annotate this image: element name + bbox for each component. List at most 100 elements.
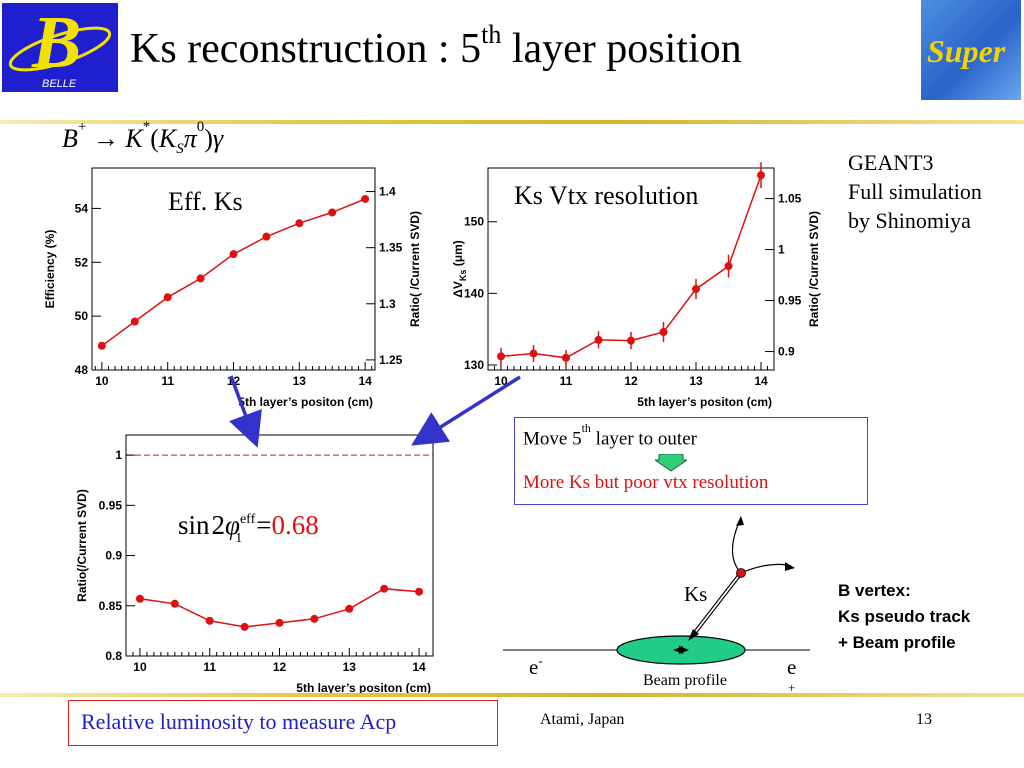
- e-plus-letter: e: [787, 655, 796, 679]
- annot-phi-sup: eff: [240, 512, 256, 527]
- data-point: [594, 335, 603, 344]
- data-point: [163, 293, 172, 302]
- x-axis-label: 5th layer’s positon (cm): [637, 395, 772, 409]
- x-tick-label: 11: [161, 374, 174, 388]
- data-point: [345, 604, 354, 613]
- x-axis-label: 5th layer’s positon (cm): [238, 395, 373, 409]
- y-tick-label: 48: [75, 363, 89, 377]
- super-logo-graphic: Super: [927, 33, 1006, 69]
- x-tick-label: 10: [133, 660, 147, 674]
- footer-location: Atami, Japan: [540, 711, 625, 728]
- right-tick-label: 1.35: [379, 241, 403, 255]
- arrow-eff-to-ratio: [229, 375, 262, 448]
- formula-arrow: →: [86, 124, 126, 153]
- daughter-arrow-2: [785, 562, 795, 571]
- formula-gamma: γ: [212, 124, 224, 153]
- annot-sin: sin: [178, 510, 210, 540]
- arrow-vtx-to-ratio: [411, 375, 521, 446]
- y-axis-label: Ratio(/Current SVD): [75, 489, 89, 602]
- slide-number: 13: [916, 711, 932, 728]
- e-minus-letter: e: [529, 655, 538, 679]
- formula-pi: π: [183, 124, 197, 153]
- formula-ks: K: [158, 124, 177, 153]
- y-axis-label: Efficiency (%): [43, 230, 57, 309]
- data-point: [415, 587, 424, 596]
- data-point: [130, 317, 139, 326]
- y-tick-label: 0.8: [105, 649, 122, 663]
- daughter-arrow-1: [736, 516, 744, 526]
- x-tick-label: 13: [689, 374, 703, 388]
- data-point: [229, 250, 238, 259]
- y-tick-label: 0.95: [99, 498, 123, 512]
- e-minus-label: e-: [529, 653, 543, 679]
- y-axis-label-main: ΔV: [451, 281, 465, 298]
- x-tick-label: 11: [203, 660, 216, 674]
- data-point: [328, 208, 337, 217]
- x-tick-label: 14: [754, 374, 768, 388]
- formula-b: B: [62, 124, 78, 153]
- x-tick-label: 12: [624, 374, 638, 388]
- data-point: [724, 262, 733, 271]
- beam-profile-diagram: Kse-e+Beam profile: [503, 516, 810, 695]
- e-plus-sign: +: [788, 680, 795, 695]
- x-tick-label: 11: [560, 374, 573, 388]
- y-tick-label: 52: [75, 255, 89, 269]
- y-axis-label-unit: (μm): [451, 240, 465, 269]
- data-point: [240, 622, 249, 631]
- data-point: [529, 349, 538, 358]
- e-plus-label: e: [787, 655, 796, 679]
- move-text-sup: th: [581, 421, 591, 435]
- x-tick-label: 10: [494, 374, 508, 388]
- x-tick-label: 14: [412, 660, 426, 674]
- data-point: [692, 285, 700, 294]
- vtx-resolution-chart: 10 11 12 13 14 130 140 150 0.9 0.95 1 1.05 Ratio( /C…: [451, 162, 821, 409]
- luminosity-note-box: Relative luminosity to measure Acp: [68, 700, 498, 746]
- formula-open: (: [150, 124, 159, 153]
- data-point: [380, 584, 389, 593]
- data-point: [310, 614, 319, 623]
- b-vertex-note: B vertex: Ks pseudo track + Beam profile: [838, 578, 970, 656]
- simulation-line-2: Full simulation: [848, 179, 982, 204]
- x-tick-label: 13: [293, 374, 307, 388]
- data-point: [275, 618, 284, 627]
- slide-title: Ks reconstruction : 5th layer position: [130, 20, 742, 73]
- title-main: Ks reconstruction : 5: [130, 26, 482, 72]
- title-rest: layer position: [501, 26, 742, 72]
- b-vertex-line-2: Ks pseudo track: [838, 607, 971, 626]
- move-layer-box: Move 5th layer to outer More Ks but poor…: [514, 417, 868, 505]
- x-axis-label: 5th layer’s positon (cm): [296, 681, 431, 695]
- data-point: [135, 594, 144, 603]
- y-axis-label: ΔVKs (μm): [451, 240, 468, 298]
- y-tick-label: 54: [75, 201, 89, 215]
- formula-k-sup: *: [142, 119, 151, 136]
- data-point: [497, 352, 505, 361]
- annot-phi-sub: 1: [235, 531, 242, 546]
- annot-eq: =: [256, 510, 271, 540]
- ks-label: Ks: [684, 582, 707, 606]
- move-text-a: Move 5: [523, 428, 582, 450]
- header-divider: [0, 120, 1024, 124]
- decay-formula: B+ → K*(KSπ0)γ: [62, 119, 224, 158]
- formula-ks-sub: S: [176, 141, 184, 158]
- title-sup: th: [481, 20, 502, 49]
- data-point: [659, 328, 668, 337]
- e-minus-sign: -: [538, 653, 542, 668]
- ks-decay-vertex: [736, 568, 746, 578]
- formula-k: K: [125, 124, 143, 153]
- right-tick-label: 0.9: [778, 345, 795, 359]
- beam-profile-label: Beam profile: [643, 672, 727, 689]
- y-axis-label-sub: Ks: [458, 270, 468, 282]
- superkekb-logo: Super: [921, 0, 1021, 100]
- ks-track-inner: [692, 572, 742, 636]
- data-point: [196, 274, 205, 283]
- super-logo-text: Super: [927, 33, 1006, 69]
- move-layer-text: Move 5th layer to outer: [523, 421, 697, 450]
- simulation-line-1: GEANT3: [848, 150, 934, 175]
- annot-two: 2: [212, 510, 226, 540]
- y-tick-label: 0.9: [105, 549, 122, 563]
- belle-logo: B BELLE: [2, 2, 118, 92]
- y-tick-label: 150: [464, 215, 484, 229]
- y-tick-label: 50: [75, 309, 89, 323]
